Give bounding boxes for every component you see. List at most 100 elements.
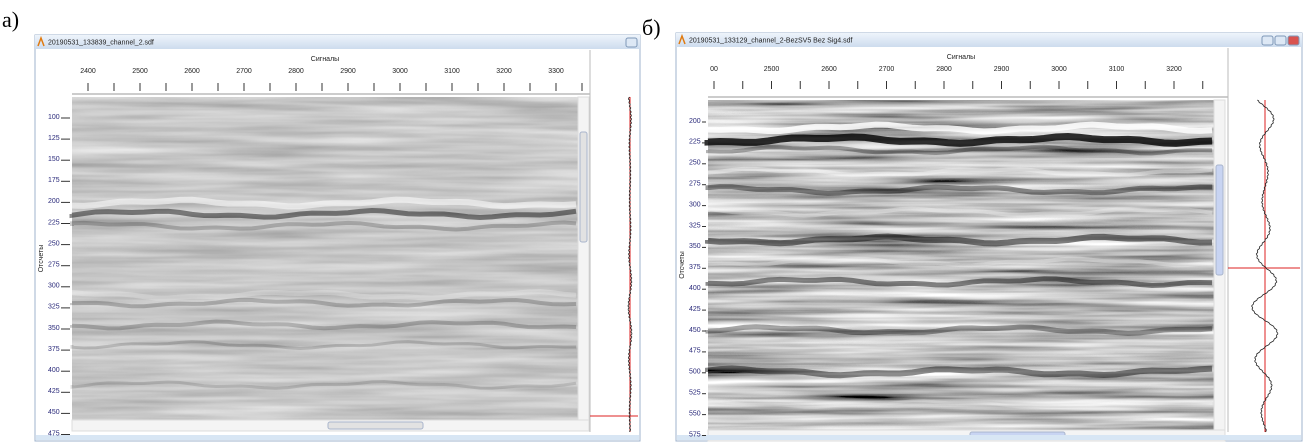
title-bar (35, 35, 640, 49)
x-tick-label: 3100 (1109, 66, 1125, 73)
x-tick-label: 2500 (132, 68, 148, 75)
reflection-band (705, 121, 1213, 135)
x-tick-label: 00 (710, 66, 718, 73)
y-tick-label: 325 (48, 304, 60, 311)
window-button[interactable] (1261, 35, 1274, 46)
x-tick-label: 2600 (184, 68, 200, 75)
status-bar (36, 435, 639, 440)
y-tick-label: 350 (689, 243, 701, 250)
reflection-band (69, 196, 577, 210)
y-tick-label: 450 (689, 327, 701, 334)
v-scroll-thumb[interactable] (579, 131, 588, 243)
x-tick-label: 2800 (936, 66, 952, 73)
reflection-band (705, 324, 1213, 336)
x-tick-label: 2600 (821, 66, 837, 73)
status-bar (677, 435, 1301, 440)
app-icon (37, 35, 45, 47)
app-icon (678, 33, 686, 45)
y-tick-label: 300 (689, 201, 701, 208)
panel-label: б) (642, 15, 661, 40)
y-axis-label: Отсчеты (38, 245, 45, 273)
y-tick-label: 200 (689, 118, 701, 125)
reflection-band (70, 220, 577, 232)
window-button[interactable] (1274, 35, 1287, 46)
y-tick-label: 175 (48, 177, 60, 184)
trace-curve (1251, 99, 1279, 433)
radargram (72, 97, 578, 420)
reflection-band (70, 380, 577, 390)
x-tick-label: 2700 (879, 66, 895, 73)
window-title: 20190531_133839_channel_2.sdf (48, 39, 154, 46)
reflection-band (706, 166, 1213, 178)
reflection-band (705, 365, 1213, 379)
y-tick-label: 225 (48, 219, 60, 226)
x-tick-label: 2700 (236, 68, 252, 75)
y-tick-label: 275 (48, 262, 60, 269)
x-tick-label: 2800 (288, 68, 304, 75)
y-tick-label: 425 (689, 306, 701, 313)
window: 20190531_133839_channel_2.sdf Сигналы 2400… (34, 34, 641, 442)
x-tick-label: 2400 (80, 68, 96, 75)
y-tick-label: 400 (48, 367, 60, 374)
reflection-band (69, 289, 577, 301)
y-tick-label: 100 (48, 114, 60, 121)
y-tick-label: 150 (48, 156, 60, 163)
x-tick-label: 3200 (496, 68, 512, 75)
v-scroll-thumb[interactable] (1215, 164, 1224, 276)
x-tick-label: 3300 (548, 68, 564, 75)
x-tick-label: 3000 (1051, 66, 1067, 73)
y-tick-label: 525 (689, 390, 701, 397)
y-tick-label: 250 (48, 240, 60, 247)
window: 20190531_133129_channel_2-BezSV5 Bez Sig… (675, 32, 1303, 442)
radargram (708, 100, 1214, 430)
y-tick-label: 575 (689, 431, 701, 438)
window-button[interactable] (625, 37, 638, 48)
y-tick-label: 550 (689, 410, 701, 417)
panel-label: а) (2, 7, 19, 32)
reflection-band (69, 208, 577, 220)
reflection-band (70, 297, 577, 309)
y-tick-label: 350 (48, 325, 60, 332)
y-tick-label: 225 (689, 139, 701, 146)
reflection-band (705, 184, 1213, 196)
y-tick-label: 300 (48, 283, 60, 290)
ruler (36, 50, 639, 95)
reflection-band (706, 144, 1213, 156)
y-tick-label: 475 (689, 348, 701, 355)
trace-curve (627, 96, 633, 433)
ruler (677, 48, 1301, 98)
y-tick-label: 475 (48, 430, 60, 437)
x-tick-label: 3200 (1166, 66, 1182, 73)
reflection-band (706, 256, 1213, 268)
title-bar (676, 33, 1302, 47)
y-tick-label: 275 (689, 181, 701, 188)
reflection-band (705, 276, 1213, 288)
y-tick-label: 125 (48, 135, 60, 142)
x-tick-label: 3100 (444, 68, 460, 75)
y-tick-label: 375 (48, 346, 60, 353)
x-axis-label: Сигналы (947, 54, 975, 61)
h-scroll-thumb[interactable] (327, 421, 424, 430)
x-tick-label: 2900 (994, 66, 1010, 73)
x-axis-label: Сигналы (311, 56, 339, 63)
y-tick-label: 425 (48, 388, 60, 395)
reflection-band (70, 319, 577, 331)
window-title: 20190531_133129_channel_2-BezSV5 Bez Sig… (689, 37, 853, 44)
x-tick-label: 2500 (764, 66, 780, 73)
y-tick-label: 325 (689, 222, 701, 229)
y-tick-label: 450 (48, 409, 60, 416)
reflection-band (706, 398, 1213, 409)
reflection-band (706, 206, 1213, 218)
y-tick-label: 500 (689, 369, 701, 376)
x-tick-label: 2900 (340, 68, 356, 75)
y-tick-label: 200 (48, 198, 60, 205)
y-tick-label: 250 (689, 160, 701, 167)
reflection-band (70, 340, 577, 351)
reflection-band (705, 233, 1213, 247)
x-tick-label: 3000 (392, 68, 408, 75)
y-axis-label: Отсчеты (679, 251, 686, 279)
window-button[interactable] (1287, 35, 1300, 46)
y-tick-label: 375 (689, 264, 701, 271)
y-tick-label: 400 (689, 285, 701, 292)
